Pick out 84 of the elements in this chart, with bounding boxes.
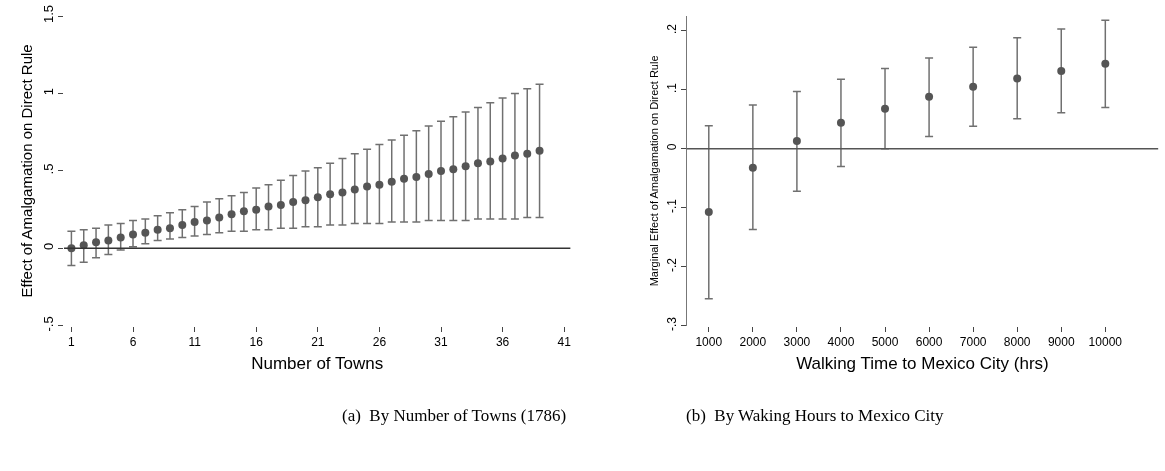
y-tick-label: .2 [664, 23, 679, 34]
point [350, 185, 359, 194]
y-tick-label: -.3 [664, 316, 679, 332]
point [141, 228, 150, 237]
y-tick-label: 0 [664, 143, 679, 151]
x-tick-label: 36 [495, 335, 510, 350]
point [473, 159, 482, 168]
point [424, 170, 433, 178]
point [363, 182, 372, 191]
y-tick-label: 0 [40, 242, 56, 251]
point [510, 151, 519, 160]
point [1057, 66, 1066, 75]
x-tick-label: 6 [129, 335, 137, 350]
point [836, 118, 845, 127]
point [79, 241, 88, 250]
point [925, 92, 934, 101]
point [523, 149, 532, 158]
point [1101, 59, 1110, 68]
point [239, 207, 248, 216]
y-tick-label: 1 [40, 87, 56, 96]
x-tick-label: 4000 [827, 335, 855, 350]
x-axis-title: Number of Towns [251, 353, 384, 373]
x-tick-label: 6000 [915, 335, 943, 350]
text: (b) By Waking Hours to Mexico City [686, 406, 945, 425]
point [792, 137, 801, 146]
point [252, 205, 261, 214]
y-axis-title: Marginal Effect of Amalgamation on Direct Rule [647, 55, 660, 287]
x-tick-label: 5000 [871, 335, 899, 350]
x-tick-label: 10000 [1088, 335, 1123, 350]
point [437, 166, 445, 175]
text: (a) By Number of Towns (1786) [342, 406, 567, 425]
point [190, 218, 199, 227]
point [264, 202, 273, 211]
y-tick-label: .1 [664, 82, 679, 93]
x-tick-label: 7000 [959, 335, 987, 350]
point [153, 225, 162, 234]
point [498, 154, 507, 163]
y-tick-label: -.2 [664, 257, 679, 273]
point [1013, 74, 1022, 83]
point [104, 236, 113, 245]
point [338, 188, 347, 197]
y-tick-label: -.1 [664, 198, 679, 213]
point [535, 146, 544, 155]
point [375, 180, 384, 189]
point [215, 213, 224, 222]
point [227, 210, 236, 219]
point [92, 238, 101, 247]
point [202, 216, 211, 225]
x-tick-label: 3000 [783, 335, 811, 350]
point [129, 230, 138, 239]
x-tick-label: 9000 [1047, 335, 1075, 350]
point [969, 82, 978, 91]
x-tick-label: 26 [372, 335, 387, 350]
point [704, 207, 713, 216]
point [313, 193, 322, 202]
point [400, 174, 409, 183]
point [412, 173, 421, 182]
point [116, 233, 125, 242]
point [486, 157, 495, 166]
x-tick-label: 1000 [695, 335, 723, 350]
y-tick-label: 1.5 [40, 5, 56, 24]
x-tick-label: 1 [68, 335, 76, 350]
x-tick-label: 8000 [1003, 335, 1031, 350]
x-tick-label: 31 [434, 335, 448, 350]
x-tick-label: 11 [188, 335, 202, 350]
x-tick-label: 16 [249, 335, 264, 350]
y-axis-title: Effect of Amalgamation on Direct Rule [18, 44, 36, 298]
point [449, 165, 458, 174]
x-tick-label: 2000 [739, 335, 767, 350]
point [881, 104, 890, 113]
point [178, 221, 187, 230]
point [165, 224, 174, 233]
y-tick-label: .5 [40, 163, 56, 175]
x-tick-label: 41 [557, 335, 572, 350]
point [461, 162, 470, 171]
x-axis-title: Walking Time to Mexico City (hrs) [796, 353, 1049, 373]
point [276, 200, 285, 209]
point [289, 197, 298, 206]
x-tick-label: 21 [311, 335, 325, 350]
point [326, 190, 335, 199]
point [387, 177, 396, 186]
point [301, 196, 310, 205]
point [748, 163, 757, 172]
y-tick-label: -.5 [40, 316, 56, 332]
